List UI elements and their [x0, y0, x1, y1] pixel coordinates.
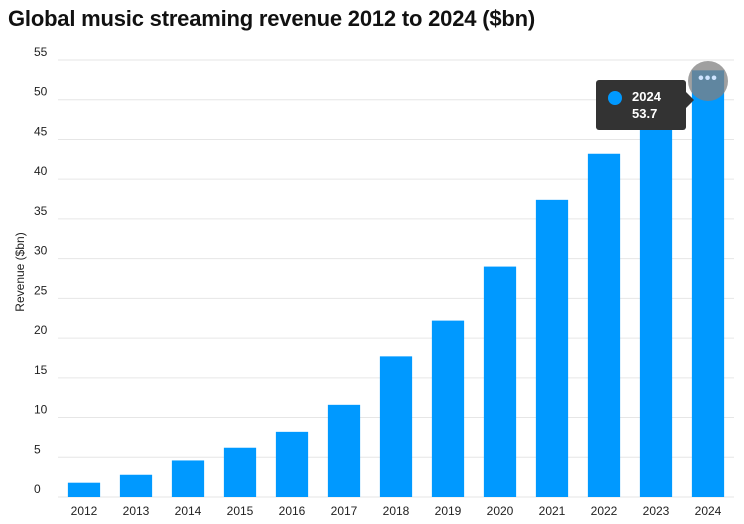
bar-2016[interactable] — [275, 431, 309, 497]
chart-title: Global music streaming revenue 2012 to 2… — [8, 6, 535, 31]
y-axis-ticks: 0 5 10 15 20 25 30 35 40 45 50 55 — [34, 45, 48, 496]
x-axis-ticks: 2012 2013 2014 2015 2016 2017 2018 2019 2020 2021… — [71, 504, 722, 518]
x-tick-label: 2024 — [695, 504, 722, 518]
bar-2015[interactable] — [223, 447, 257, 497]
more-dots-icon: ••• — [698, 70, 718, 87]
y-tick-label: 0 — [34, 482, 41, 496]
x-tick-label: 2013 — [123, 504, 150, 518]
bar-2012[interactable] — [67, 482, 101, 497]
bar-2013[interactable] — [119, 474, 153, 497]
bar-2014[interactable] — [171, 460, 205, 497]
bars — [67, 70, 725, 498]
bar-2018[interactable] — [379, 356, 413, 497]
data-tooltip: 2024 53.7 — [596, 80, 694, 130]
bar-2020[interactable] — [483, 266, 517, 497]
y-tick-label: 45 — [34, 124, 48, 138]
x-tick-label: 2023 — [643, 504, 670, 518]
x-tick-label: 2016 — [279, 504, 306, 518]
bar-2019[interactable] — [431, 320, 465, 497]
series-dot-icon — [608, 91, 622, 105]
bar-2017[interactable] — [327, 404, 361, 497]
y-tick-label: 20 — [34, 323, 48, 337]
bar-2024[interactable] — [691, 70, 725, 497]
x-tick-label: 2021 — [539, 504, 566, 518]
chart-menu-button[interactable]: ••• — [688, 61, 728, 101]
y-tick-label: 5 — [34, 442, 41, 456]
y-tick-label: 40 — [34, 164, 48, 178]
x-tick-label: 2014 — [175, 504, 202, 518]
y-tick-label: 25 — [34, 283, 48, 297]
bar-2023[interactable] — [639, 119, 673, 497]
x-tick-label: 2017 — [331, 504, 358, 518]
tooltip-value: 53.7 — [632, 106, 658, 121]
y-tick-label: 55 — [34, 45, 48, 59]
y-tick-label: 10 — [34, 403, 48, 417]
y-axis-label: Revenue ($bn) — [13, 232, 27, 311]
x-tick-label: 2022 — [591, 504, 618, 518]
x-tick-label: 2012 — [71, 504, 98, 518]
y-tick-label: 15 — [34, 363, 48, 377]
x-tick-label: 2015 — [227, 504, 254, 518]
x-tick-label: 2020 — [487, 504, 514, 518]
bar-2021[interactable] — [535, 199, 569, 497]
tooltip-year: 2024 — [632, 89, 661, 104]
x-tick-label: 2019 — [435, 504, 462, 518]
y-tick-label: 30 — [34, 244, 48, 258]
bar-2022[interactable] — [587, 153, 621, 498]
y-tick-label: 50 — [34, 85, 48, 99]
y-tick-label: 35 — [34, 204, 48, 218]
x-tick-label: 2018 — [383, 504, 410, 518]
